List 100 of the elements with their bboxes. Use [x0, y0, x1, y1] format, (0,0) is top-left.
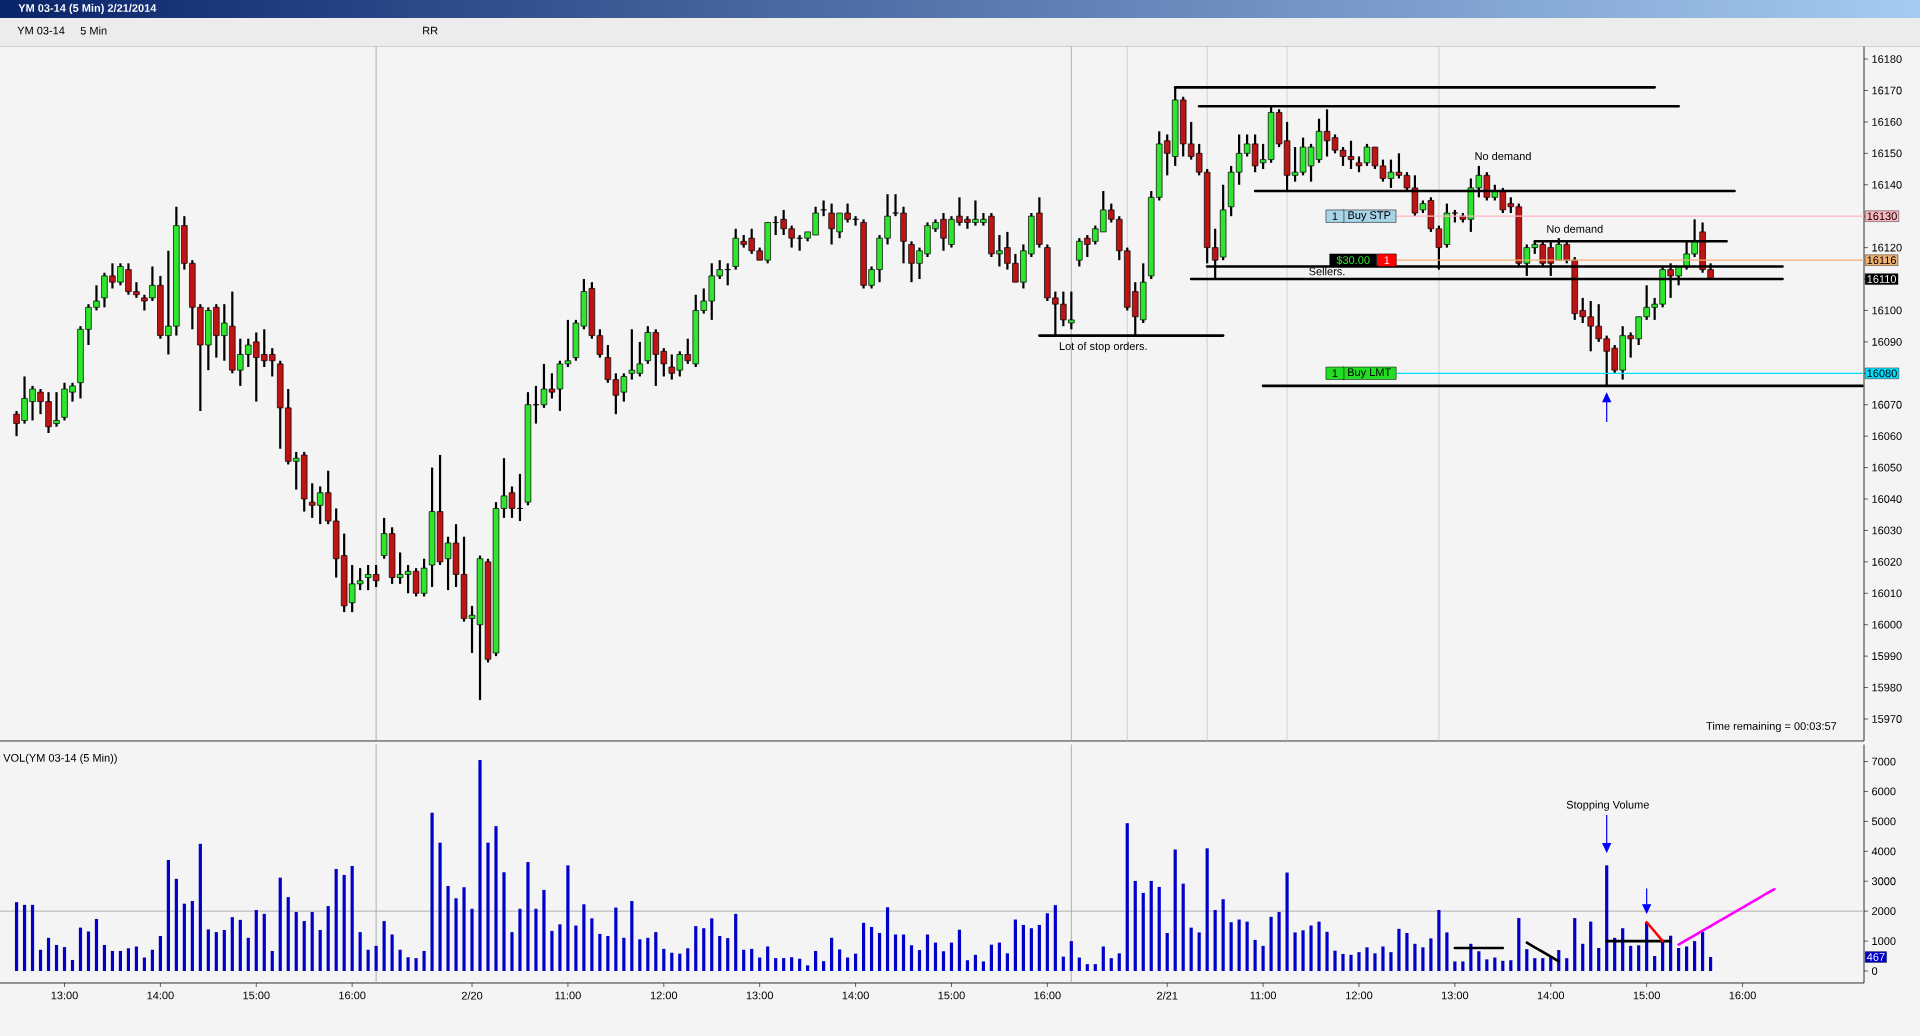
bar: [1205, 848, 1209, 972]
bar: [382, 921, 386, 972]
bar: [126, 948, 131, 972]
bar: [1381, 946, 1385, 972]
bar: [933, 942, 938, 972]
bar: [838, 949, 842, 972]
bar: [1181, 883, 1185, 972]
x-tick-label: 2/21: [1157, 991, 1178, 1000]
annotation: Time remaining = 00:03:57: [1706, 721, 1837, 733]
bar: [1133, 880, 1137, 972]
bar: [877, 933, 882, 972]
bar: [446, 886, 450, 972]
x-tick-label: 11:00: [555, 991, 581, 1000]
bar: [1021, 924, 1025, 972]
bar: [981, 961, 986, 972]
bar: [1277, 912, 1281, 972]
bar: [1085, 964, 1089, 972]
bar: [1221, 899, 1225, 972]
bar: [558, 924, 562, 972]
bar: [222, 930, 226, 972]
bar: [1013, 919, 1017, 972]
bar: [470, 908, 474, 972]
y-tick-label: 16100: [1872, 306, 1902, 315]
bar: [422, 950, 426, 972]
y-tick-label: 16090: [1872, 338, 1902, 346]
bar: [694, 926, 698, 972]
annotation: 467: [1866, 953, 1885, 961]
bar: [1109, 958, 1113, 972]
x-tick-label: 2/20: [461, 991, 483, 1000]
bar: [1317, 921, 1321, 972]
y-tick-label: 15970: [1872, 715, 1902, 723]
bar: [1101, 946, 1105, 972]
bar: [38, 949, 43, 972]
bar: [909, 945, 914, 972]
x-tick-label: 16:00: [1729, 991, 1756, 1000]
bar: [1533, 958, 1537, 972]
bar: [86, 931, 91, 972]
annotation: 1: [1332, 212, 1338, 220]
bar: [1629, 945, 1633, 972]
text: RR: [423, 26, 438, 35]
bar: [542, 889, 546, 972]
bar: [174, 878, 178, 972]
annotation: Stopping Volume: [1566, 800, 1649, 811]
y-tick-label: 16170: [1872, 86, 1902, 95]
bar: [14, 902, 19, 972]
x-tick-label: 13:00: [1441, 991, 1469, 1000]
bar: [1005, 953, 1009, 972]
bar: [78, 927, 83, 972]
bar: [134, 946, 139, 972]
bar: [214, 932, 218, 972]
bar: [286, 897, 290, 972]
bar: [1485, 959, 1489, 972]
bar: [1349, 954, 1353, 972]
bar: [366, 949, 370, 972]
bar: [1045, 913, 1049, 972]
y-tick-label: 16180: [1872, 55, 1902, 63]
bar: [1213, 909, 1217, 972]
bar: [925, 934, 930, 972]
candlestick: [884, 193, 891, 246]
bar: [766, 946, 770, 972]
y-tick-label: 15990: [1872, 652, 1902, 661]
bar: [869, 927, 874, 972]
bar: [1293, 932, 1297, 972]
bar: [1357, 952, 1361, 972]
bar: [342, 874, 346, 972]
bar: [358, 932, 362, 972]
bar: [1373, 953, 1377, 972]
bar: [166, 859, 170, 972]
bar: [1309, 925, 1313, 972]
bar: [742, 949, 746, 972]
bar: [1677, 947, 1681, 972]
bar: [1581, 943, 1585, 972]
annotation: 1: [1384, 256, 1390, 264]
candlestick: [93, 284, 100, 312]
bar: [822, 961, 826, 972]
bar: [238, 919, 242, 972]
bar: [893, 934, 898, 972]
bar: [1708, 957, 1713, 972]
bar: [1589, 921, 1593, 972]
bar: [1621, 928, 1625, 972]
bar: [782, 958, 786, 972]
annotation: 16130: [1867, 212, 1897, 221]
bar: [662, 948, 666, 972]
bar: [302, 921, 306, 972]
ref-line-label: Buy STP: [1348, 211, 1391, 222]
bar: [1541, 958, 1545, 972]
bar: [1165, 933, 1169, 972]
y-tick-label: 16070: [1872, 400, 1902, 409]
bar: [262, 913, 266, 972]
bar: [70, 959, 75, 972]
bar: [1029, 928, 1033, 972]
bar: [638, 939, 642, 972]
bar: [374, 945, 378, 972]
bar: [885, 907, 890, 972]
bar: [750, 948, 754, 972]
bar: [1637, 945, 1641, 972]
candlestick: [596, 328, 604, 359]
bar: [326, 906, 330, 972]
y-tick-label: 15980: [1872, 683, 1902, 692]
bar: [806, 965, 810, 972]
